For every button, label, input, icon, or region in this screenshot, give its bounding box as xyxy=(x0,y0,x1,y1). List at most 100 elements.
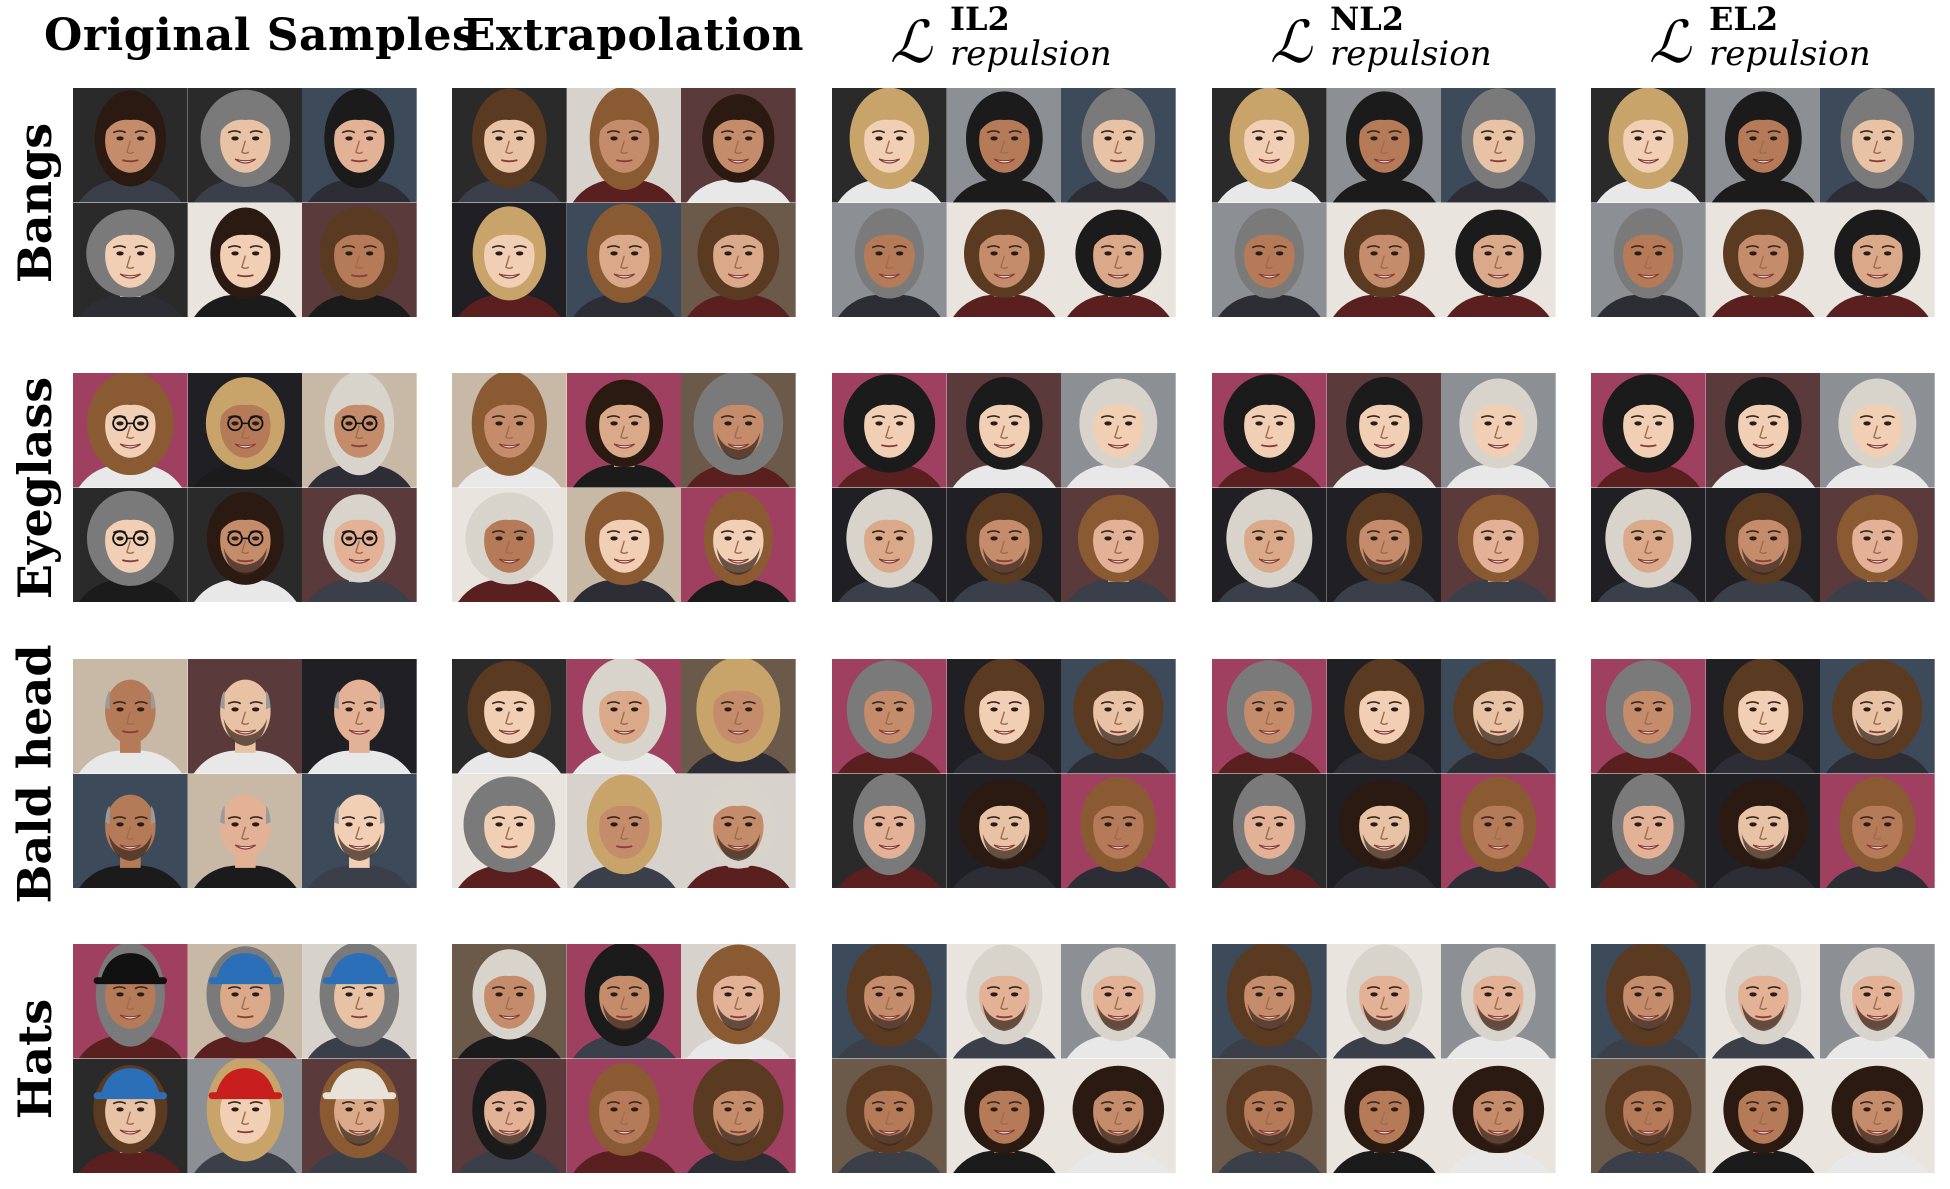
face-image xyxy=(1705,373,1821,488)
sample-grid-r3-c4 xyxy=(1591,944,1936,1173)
face-image xyxy=(73,487,188,602)
face-image xyxy=(187,487,303,602)
face-thumbnail-art xyxy=(452,659,567,774)
face-thumbnail-art xyxy=(681,1058,797,1173)
face-thumbnail-art xyxy=(73,202,188,317)
face-image xyxy=(681,88,797,203)
face-image xyxy=(73,944,188,1059)
face-thumbnail-art xyxy=(1061,88,1177,203)
face-thumbnail-art xyxy=(1591,944,1706,1059)
face-thumbnail-art xyxy=(832,202,947,317)
face-image xyxy=(302,202,418,317)
face-image xyxy=(1326,944,1442,1059)
face-image xyxy=(187,88,303,203)
face-image xyxy=(1591,487,1706,602)
face-thumbnail-art xyxy=(73,944,188,1059)
face-image xyxy=(832,773,947,888)
face-thumbnail-art xyxy=(1820,659,1936,774)
face-thumbnail-art xyxy=(681,487,797,602)
face-image xyxy=(73,659,188,774)
face-thumbnail-art xyxy=(1326,202,1442,317)
sample-grid-r2-c3 xyxy=(1212,659,1557,888)
face-image xyxy=(1591,202,1706,317)
face-thumbnail-art xyxy=(1326,1058,1442,1173)
face-image xyxy=(1326,202,1442,317)
face-thumbnail-art xyxy=(73,1058,188,1173)
face-thumbnail-art xyxy=(566,373,682,488)
face-image xyxy=(681,373,797,488)
face-image xyxy=(1591,944,1706,1059)
face-thumbnail-art xyxy=(1705,88,1821,203)
row-label-eyeglass: Eyeglass xyxy=(0,373,70,602)
face-thumbnail-art xyxy=(1441,944,1557,1059)
face-thumbnail-art xyxy=(946,773,1062,888)
face-thumbnail-art xyxy=(1705,1058,1821,1173)
face-image xyxy=(302,944,418,1059)
face-image xyxy=(452,659,567,774)
sample-grid-r1-c0 xyxy=(73,373,418,602)
face-image xyxy=(452,944,567,1059)
face-thumbnail-art xyxy=(1820,1058,1936,1173)
face-thumbnail-art xyxy=(566,773,682,888)
face-thumbnail-art xyxy=(946,659,1062,774)
face-image xyxy=(946,487,1062,602)
face-image xyxy=(1591,88,1706,203)
face-thumbnail-art xyxy=(302,202,418,317)
face-thumbnail-art xyxy=(1326,659,1442,774)
face-thumbnail-art xyxy=(946,1058,1062,1173)
face-image xyxy=(1212,373,1327,488)
face-thumbnail-art xyxy=(1326,487,1442,602)
face-image xyxy=(1820,202,1936,317)
face-thumbnail-art xyxy=(302,944,418,1059)
face-thumbnail-art xyxy=(187,659,303,774)
face-thumbnail-art xyxy=(566,659,682,774)
face-thumbnail-art xyxy=(1441,487,1557,602)
face-image xyxy=(1591,659,1706,774)
sample-grid-r3-c2 xyxy=(832,944,1177,1173)
face-thumbnail-art xyxy=(566,1058,682,1173)
math-subscript: repulsion xyxy=(1330,34,1492,74)
face-thumbnail-art xyxy=(1441,373,1557,488)
face-image xyxy=(1326,88,1442,203)
face-image xyxy=(1820,659,1936,774)
face-image xyxy=(1820,944,1936,1059)
face-thumbnail-art xyxy=(1441,659,1557,774)
face-thumbnail-art xyxy=(73,373,188,488)
math-superscript: IL2 xyxy=(950,0,1010,38)
face-image xyxy=(1441,773,1557,888)
sample-grid-r2-c2 xyxy=(832,659,1177,888)
face-thumbnail-art xyxy=(566,88,682,203)
face-thumbnail-art xyxy=(452,487,567,602)
column-header-text: Extrapolation xyxy=(462,10,804,61)
face-thumbnail-art xyxy=(566,487,682,602)
face-image xyxy=(946,659,1062,774)
face-image xyxy=(1591,373,1706,488)
face-image xyxy=(1061,773,1177,888)
face-thumbnail-art xyxy=(452,202,567,317)
face-image xyxy=(1705,487,1821,602)
math-script-L: ℒ xyxy=(1649,8,1691,76)
face-thumbnail-art xyxy=(1212,944,1327,1059)
face-image xyxy=(566,1058,682,1173)
face-thumbnail-art xyxy=(1705,373,1821,488)
face-image xyxy=(1212,88,1327,203)
face-thumbnail-art xyxy=(946,944,1062,1059)
face-image xyxy=(1326,1058,1442,1173)
face-image xyxy=(681,202,797,317)
face-image xyxy=(452,88,567,203)
face-image xyxy=(832,373,947,488)
face-image xyxy=(302,1058,418,1173)
face-thumbnail-art xyxy=(1820,202,1936,317)
face-image xyxy=(946,202,1062,317)
face-image xyxy=(187,944,303,1059)
sample-grid-r1-c1 xyxy=(452,373,797,602)
sample-grid-r0-c0 xyxy=(73,88,418,317)
face-thumbnail-art xyxy=(832,1058,947,1173)
face-image xyxy=(452,373,567,488)
face-thumbnail-art xyxy=(1326,88,1442,203)
sample-grid-r0-c3 xyxy=(1212,88,1557,317)
face-image xyxy=(302,773,418,888)
face-thumbnail-art xyxy=(452,773,567,888)
face-image xyxy=(1061,944,1177,1059)
math-superscript: EL2 xyxy=(1709,0,1779,38)
